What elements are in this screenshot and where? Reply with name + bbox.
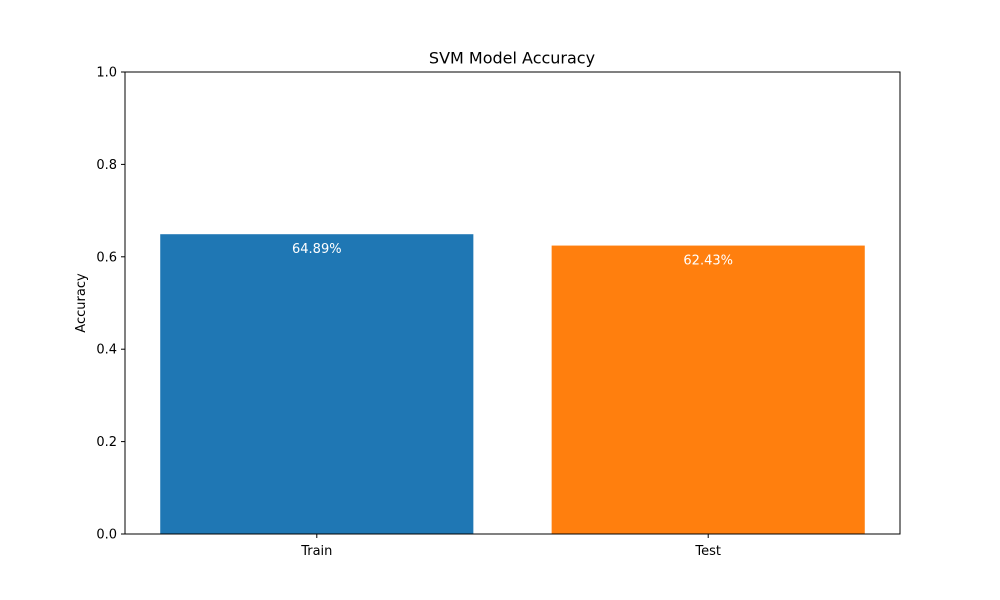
bars-group bbox=[160, 234, 865, 535]
bar-labels-group: 64.89% 62.43% bbox=[292, 242, 733, 268]
bar-train bbox=[160, 234, 474, 535]
bar-value-label-train: 64.89% bbox=[292, 242, 342, 257]
plot-frame bbox=[124, 71, 901, 535]
y-tick-label: 0.2 bbox=[96, 435, 117, 450]
y-tick-label: 0.4 bbox=[96, 343, 117, 358]
x-tick-label-train: Train bbox=[300, 544, 332, 559]
y-axis-label: Accuracy bbox=[74, 273, 89, 333]
y-tick-label: 0.0 bbox=[96, 528, 117, 543]
y-tick-label: 0.8 bbox=[96, 158, 117, 173]
bar-value-label-test: 62.43% bbox=[683, 254, 733, 269]
x-axis: Train Test bbox=[300, 534, 721, 559]
y-axis: 0.0 0.2 0.4 0.6 0.8 1.0 bbox=[96, 66, 125, 543]
bar-test bbox=[551, 245, 865, 534]
chart-title: SVM Model Accuracy bbox=[429, 49, 595, 68]
y-tick-label: 1.0 bbox=[96, 66, 117, 81]
y-tick-label: 0.6 bbox=[96, 250, 117, 265]
x-tick-label-test: Test bbox=[694, 544, 721, 559]
